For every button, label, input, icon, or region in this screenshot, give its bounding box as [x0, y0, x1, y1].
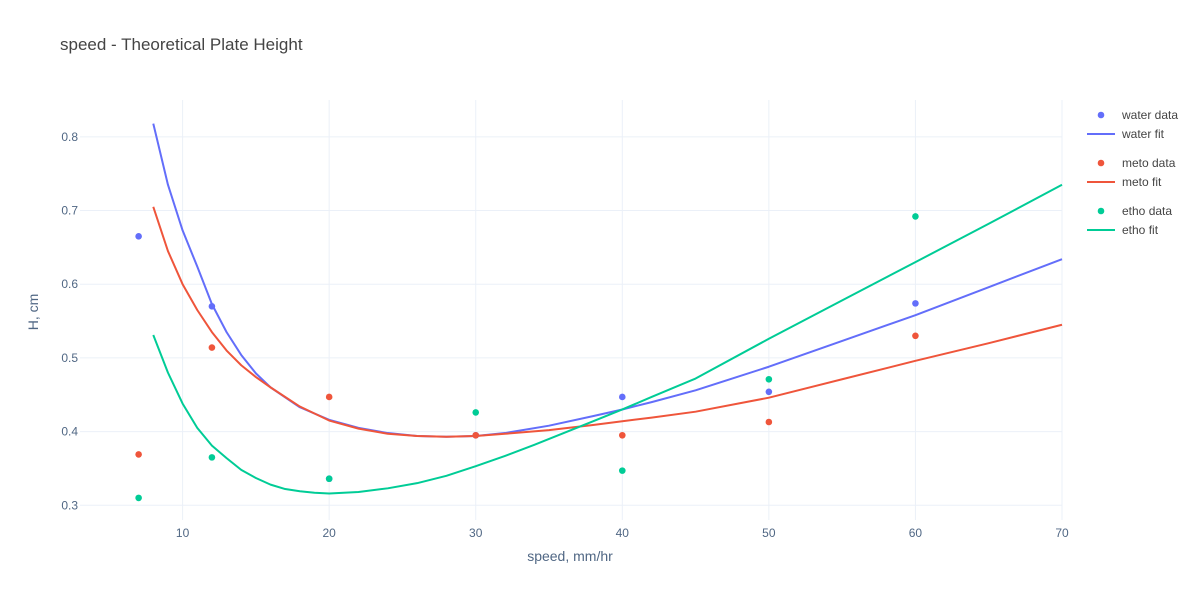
legend-label: water fit: [1121, 127, 1165, 141]
legend-item-water-fit[interactable]: water fit: [1087, 127, 1165, 141]
water-data-point: [208, 303, 216, 310]
etho-data-point: [208, 454, 216, 461]
y-axis-ticks: 0.3 0.4 0.5 0.6 0.7 0.8: [61, 130, 78, 512]
meto-data-point: [618, 431, 626, 439]
legend-item-etho-fit[interactable]: etho fit: [1087, 223, 1159, 237]
plot-area: [135, 123, 1063, 502]
legend-label: meto data: [1122, 156, 1176, 170]
etho-data-point: [325, 475, 333, 483]
y-tick-label: 0.5: [61, 351, 78, 365]
etho-data-point: [472, 409, 480, 416]
water-data-point: [912, 300, 919, 307]
chart-title: speed - Theoretical Plate Height: [60, 35, 303, 54]
y-axis-title: H, cm: [25, 294, 41, 331]
x-tick-label: 30: [469, 526, 483, 540]
water-fit-line: [152, 123, 1063, 438]
legend-item-meto-data[interactable]: meto data: [1097, 156, 1176, 170]
legend-label: etho data: [1122, 204, 1172, 218]
meto-data-point: [208, 344, 216, 351]
x-axis-ticks: 10 20 30 40 50 60 70: [176, 526, 1069, 540]
legend-marker: [1097, 207, 1105, 215]
x-tick-label: 20: [322, 526, 336, 540]
meto-data-point: [472, 431, 480, 439]
grid: [80, 100, 1063, 520]
x-tick-label: 70: [1055, 526, 1069, 540]
legend-marker: [1097, 111, 1105, 119]
legend-item-water-data[interactable]: water data: [1097, 108, 1179, 122]
legend-label: meto fit: [1122, 175, 1162, 189]
legend-item-meto-fit[interactable]: meto fit: [1087, 175, 1162, 189]
x-tick-label: 10: [176, 526, 190, 540]
meto-data-point: [765, 418, 773, 426]
legend[interactable]: water data water fit meto data meto fit etho…: [1087, 108, 1178, 237]
legend-marker: [1097, 159, 1105, 167]
meto-data-point: [325, 393, 333, 401]
water-data-point: [618, 393, 626, 401]
meto-data-point: [135, 451, 142, 458]
etho-data-point: [912, 213, 919, 220]
legend-label: water data: [1121, 108, 1178, 122]
water-data-point: [765, 388, 773, 396]
y-tick-label: 0.3: [61, 498, 78, 512]
meto-data-point: [912, 332, 919, 340]
y-tick-label: 0.6: [61, 277, 78, 291]
water-data-point: [135, 233, 142, 240]
y-tick-label: 0.8: [61, 130, 78, 144]
x-tick-label: 40: [616, 526, 630, 540]
y-tick-label: 0.7: [61, 204, 78, 218]
etho-data-point: [135, 494, 142, 502]
etho-data-point: [618, 467, 626, 474]
y-tick-label: 0.4: [61, 425, 78, 439]
x-axis-title: speed, mm/hr: [527, 548, 613, 564]
x-tick-label: 50: [762, 526, 776, 540]
x-tick-label: 60: [909, 526, 923, 540]
meto-fit-line: [152, 206, 1063, 438]
legend-item-etho-data[interactable]: etho data: [1097, 204, 1173, 218]
etho-fit-line: [152, 183, 1063, 495]
legend-label: etho fit: [1122, 223, 1159, 237]
etho-data-point: [765, 375, 773, 383]
